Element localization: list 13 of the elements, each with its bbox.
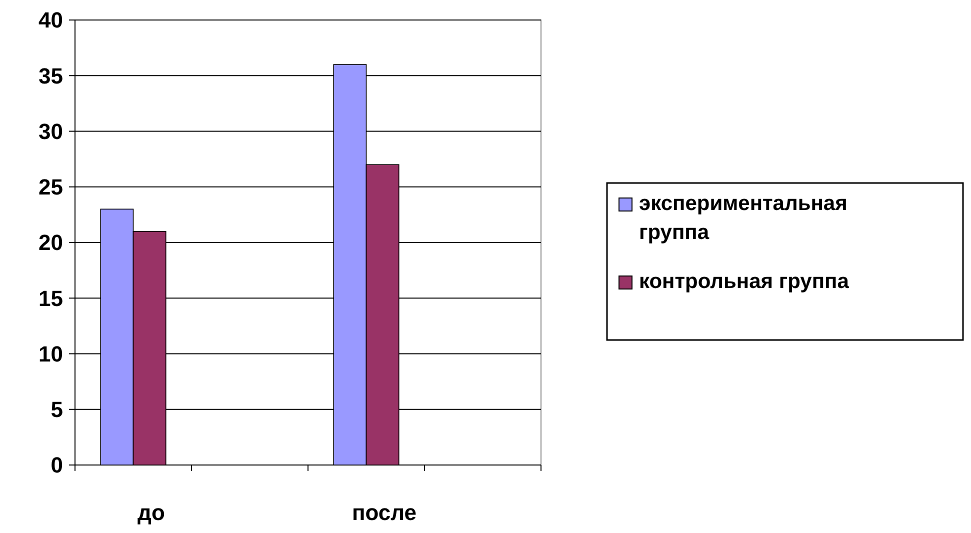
y-tick-label: 35 <box>38 63 63 88</box>
x-tick-label: после <box>352 500 417 525</box>
y-tick-label: 25 <box>38 174 63 200</box>
y-tick-label: 0 <box>50 452 63 478</box>
legend-label: контрольная группа <box>639 270 850 293</box>
y-tick-label: 20 <box>38 230 63 256</box>
legend-label: экспериментальная группа <box>639 192 848 244</box>
y-tick-label: 5 <box>50 397 63 422</box>
y-tick-label: 30 <box>38 118 63 144</box>
y-tick-label: 10 <box>38 341 63 366</box>
x-tick-label: до <box>138 500 165 525</box>
y-tick-label: 40 <box>38 8 63 33</box>
y-tick-label: 15 <box>38 286 63 311</box>
